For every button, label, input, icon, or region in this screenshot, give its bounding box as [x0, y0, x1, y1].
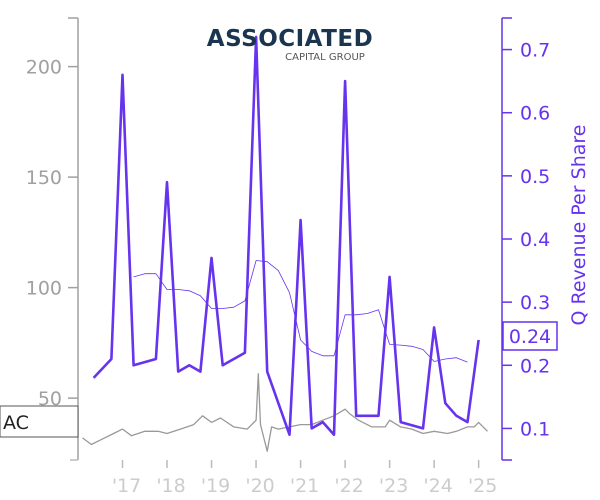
right-axis: 0.1 0.2 0.3 0.4 0.5 0.6 0.7 [501, 17, 550, 461]
logo-sub-text: CAPITAL GROUP [285, 52, 365, 63]
ttm-revenue-line [133, 260, 468, 363]
right-tick-label: 0.3 [520, 292, 550, 314]
left-tick-label: 50 [38, 388, 62, 410]
right-tick-label: 0.6 [520, 103, 550, 125]
logo-main-text: ASSOCIATED [207, 26, 373, 52]
quarterly-revenue-line [92, 35, 480, 436]
x-tick-label: '19 [201, 475, 230, 497]
right-tick-label: 0.5 [520, 166, 550, 188]
x-tick-label: '21 [290, 475, 319, 497]
series-layer [82, 35, 488, 452]
x-tick-label: '20 [245, 475, 274, 497]
x-tick-label: '17 [112, 475, 141, 497]
left-tick-label: 200 [26, 57, 62, 79]
ticker-text: AC [3, 412, 29, 434]
x-tick-label: '22 [334, 475, 363, 497]
right-tick-label: 0.2 [520, 355, 550, 377]
right-tick-label: 0.1 [520, 418, 550, 440]
ticker-label: AC [0, 405, 79, 438]
left-tick-label: 150 [26, 167, 62, 189]
left-tick-label: 100 [26, 278, 62, 300]
current-value-badge: 0.24 [502, 321, 558, 351]
x-axis: '17 '18 '19 '20 '21 '22 '23 '24 '25 [70, 459, 497, 497]
left-axis: 50 100 150 200 [26, 17, 79, 460]
price-line [82, 373, 488, 452]
x-tick-label: '18 [156, 475, 185, 497]
right-axis-title: Q Revenue Per Share [568, 125, 590, 326]
x-tick-label: '24 [423, 475, 452, 497]
x-tick-label: '25 [468, 475, 497, 497]
current-value-text: 0.24 [509, 326, 551, 348]
x-tick-label: '23 [379, 475, 408, 497]
right-tick-label: 0.7 [520, 40, 550, 62]
company-logo: ASSOCIATED CAPITAL GROUP [207, 26, 373, 63]
right-tick-label: 0.4 [520, 229, 550, 251]
